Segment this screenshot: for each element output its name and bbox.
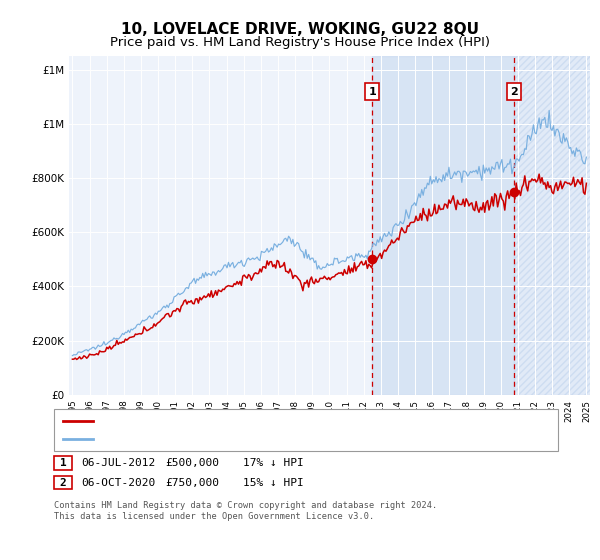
Text: 10, LOVELACE DRIVE, WOKING, GU22 8QU: 10, LOVELACE DRIVE, WOKING, GU22 8QU [121, 22, 479, 38]
Text: £750,000: £750,000 [165, 478, 219, 488]
Text: HPI: Average price, detached house, Woking: HPI: Average price, detached house, Woki… [98, 434, 350, 444]
Text: 06-OCT-2020: 06-OCT-2020 [81, 478, 155, 488]
Bar [514, 56, 592, 395]
Bar [514, 56, 592, 395]
Text: £500,000: £500,000 [165, 458, 219, 468]
Bar [372, 56, 514, 395]
Text: 17% ↓ HPI: 17% ↓ HPI [243, 458, 304, 468]
Text: 1: 1 [59, 458, 67, 468]
Text: Contains HM Land Registry data © Crown copyright and database right 2024.
This d: Contains HM Land Registry data © Crown c… [54, 501, 437, 521]
Text: 2: 2 [59, 478, 67, 488]
Text: 1: 1 [368, 87, 376, 96]
Text: 15% ↓ HPI: 15% ↓ HPI [243, 478, 304, 488]
Text: Price paid vs. HM Land Registry's House Price Index (HPI): Price paid vs. HM Land Registry's House … [110, 36, 490, 49]
Text: 10, LOVELACE DRIVE, WOKING, GU22 8QU (detached house): 10, LOVELACE DRIVE, WOKING, GU22 8QU (de… [98, 416, 416, 426]
Text: 06-JUL-2012: 06-JUL-2012 [81, 458, 155, 468]
Text: 2: 2 [509, 87, 517, 96]
